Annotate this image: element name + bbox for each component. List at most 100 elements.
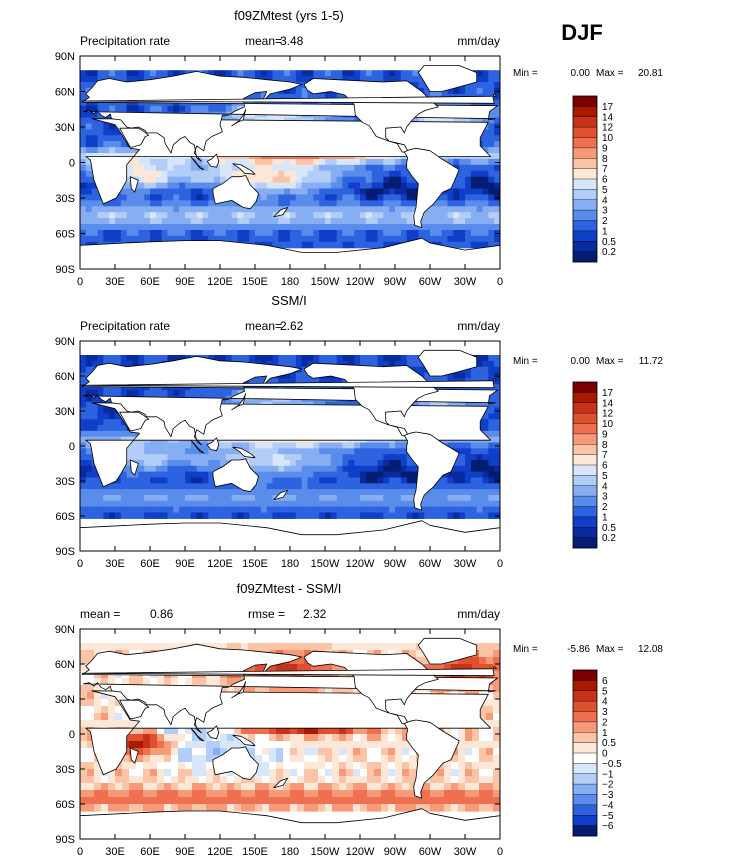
field-cell — [115, 76, 122, 83]
field-cell — [395, 194, 402, 201]
field-cell — [220, 643, 228, 651]
field-cell — [132, 360, 139, 368]
field-cell — [494, 218, 500, 225]
field-cell — [307, 241, 314, 249]
field-cell — [272, 229, 279, 237]
field-cell — [453, 471, 460, 479]
coastline — [212, 458, 259, 492]
field-cell — [155, 200, 163, 207]
field-cell — [260, 448, 268, 455]
field-cell — [424, 401, 431, 409]
field-cell — [249, 489, 256, 496]
field-cell — [278, 224, 285, 231]
field-cell — [262, 643, 270, 651]
field-cell — [150, 158, 157, 166]
field-cell — [412, 471, 419, 479]
field-cell — [260, 500, 268, 508]
field-cell — [144, 218, 151, 225]
field-cell — [190, 465, 198, 473]
field-cell — [196, 200, 204, 207]
field-cell — [115, 212, 122, 219]
field-cell — [336, 483, 344, 490]
field-cell — [190, 460, 198, 467]
field-cell — [109, 390, 116, 397]
field-cell — [295, 460, 303, 467]
colorbar-level-label: 4 — [602, 481, 608, 492]
field-cell — [488, 87, 495, 95]
field-cell — [85, 105, 93, 113]
x-tick-label: 150E — [242, 558, 268, 570]
field-cell — [115, 206, 122, 213]
field-cell — [138, 454, 145, 461]
field-cell — [80, 643, 88, 651]
field-cell — [91, 76, 99, 83]
field-cell — [266, 477, 274, 484]
x-tick-label: 120W — [346, 558, 375, 570]
colorbar-box — [573, 147, 597, 159]
field-cell — [91, 105, 99, 113]
field-cell — [290, 643, 298, 651]
field-cell — [453, 182, 460, 190]
field-cell — [132, 430, 139, 438]
field-cell — [144, 500, 151, 508]
field-cell — [225, 448, 233, 455]
field-cell — [173, 176, 180, 184]
field-cell — [332, 643, 340, 651]
field-cell — [465, 158, 472, 166]
field-cell — [161, 229, 169, 237]
field-cell — [459, 218, 466, 225]
field-cell — [260, 477, 268, 484]
field-cell — [447, 188, 454, 196]
colorbar-box — [573, 392, 597, 404]
field-cell — [255, 442, 262, 449]
field-cell — [91, 129, 99, 136]
field-cell — [348, 384, 355, 391]
field-cell — [325, 506, 332, 514]
field-cell — [476, 218, 484, 225]
field-cell — [272, 477, 279, 484]
field-cell — [476, 360, 484, 368]
field-cell — [295, 194, 303, 201]
field-cell — [255, 70, 262, 77]
field-cell — [144, 506, 151, 514]
field-cell — [185, 176, 192, 184]
field-cell — [412, 235, 419, 243]
colorbar-box — [573, 485, 597, 497]
field-cell — [435, 401, 443, 409]
field-cell — [231, 218, 239, 225]
field-cell — [354, 460, 361, 467]
field-cell — [342, 360, 349, 368]
field-cell — [330, 206, 338, 213]
field-cell — [493, 657, 500, 665]
field-cell — [94, 685, 102, 693]
field-cell — [395, 454, 402, 461]
field-cell — [231, 212, 239, 219]
field-cell — [255, 235, 262, 243]
field-cell — [87, 699, 95, 707]
field-cell — [161, 224, 169, 231]
field-cell — [214, 70, 221, 77]
coastline — [129, 459, 139, 476]
season-label: DJF — [561, 20, 603, 45]
field-cell — [458, 657, 466, 665]
field-cell — [179, 460, 186, 467]
field-cell — [494, 360, 500, 368]
field-cell — [476, 500, 484, 508]
field-cell — [202, 489, 209, 496]
field-cell — [325, 194, 332, 201]
field-cell — [319, 200, 326, 207]
field-cell — [284, 355, 291, 362]
field-cell — [313, 158, 320, 166]
field-cell — [354, 158, 361, 166]
field-cell — [354, 218, 361, 225]
field-cell — [389, 235, 396, 243]
colorbar-box — [573, 465, 597, 476]
field-cell — [465, 206, 472, 213]
field-cell — [272, 500, 279, 508]
field-cell — [447, 489, 454, 496]
field-cell — [348, 212, 355, 219]
field-cell — [173, 218, 180, 225]
field-cell — [465, 241, 472, 249]
field-cell — [91, 123, 99, 130]
field-cell — [179, 448, 186, 455]
